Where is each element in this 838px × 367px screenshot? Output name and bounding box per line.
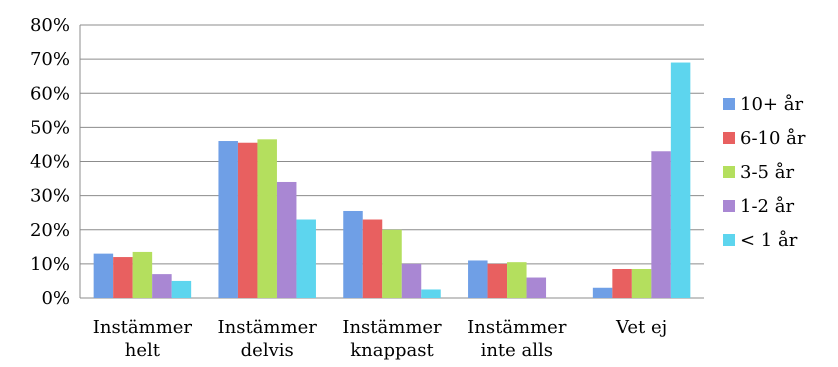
legend-swatch xyxy=(723,200,735,212)
x-category-label: helt xyxy=(125,340,161,361)
gridlines xyxy=(79,24,704,299)
legend-swatch xyxy=(723,98,735,110)
legend: 10+ år 6-10 år 3-5 år 1-2 år < 1 år xyxy=(723,93,806,251)
bar xyxy=(421,289,441,298)
y-tick-label: 80% xyxy=(30,15,70,36)
x-category-label: Instämmer xyxy=(93,317,193,338)
bar xyxy=(592,287,613,298)
legend-swatch xyxy=(723,234,735,246)
y-axis-tick-labels: 0% 10% 20% 30% 40% 50% 60% 70% 80% xyxy=(30,15,70,309)
legend-label: 10+ år xyxy=(740,93,803,115)
x-category-label: knappast xyxy=(350,340,434,361)
bar xyxy=(171,280,192,298)
bar xyxy=(362,219,383,298)
bar xyxy=(382,229,402,298)
bar xyxy=(113,257,133,298)
legend-label: 1-2 år xyxy=(740,195,794,217)
bar xyxy=(507,262,527,298)
x-category-label: Vet ej xyxy=(615,317,667,338)
bar xyxy=(651,151,671,298)
x-category-label: delvis xyxy=(241,340,294,361)
y-tick-label: 50% xyxy=(30,117,70,138)
bar xyxy=(237,142,258,298)
y-tick-label: 70% xyxy=(30,49,70,70)
x-category-label: inte alls xyxy=(481,340,553,361)
y-tick-label: 0% xyxy=(41,288,70,309)
y-tick-label: 30% xyxy=(30,186,70,207)
bar xyxy=(93,253,114,298)
bar xyxy=(468,260,488,298)
y-tick-label: 20% xyxy=(30,220,70,241)
x-category-label: Instämmer xyxy=(467,317,567,338)
x-axis-category-labels: InstämmerheltInstämmerdelvisInstämmerkna… xyxy=(93,317,667,361)
x-category-label: Instämmer xyxy=(218,317,318,338)
bar xyxy=(487,263,508,298)
legend-swatch xyxy=(723,166,735,178)
bar xyxy=(296,219,316,298)
legend-label: 6-10 år xyxy=(740,127,806,149)
bar xyxy=(526,277,547,298)
y-tick-label: 10% xyxy=(30,254,70,275)
bar xyxy=(631,268,652,298)
x-category-label: Instämmer xyxy=(342,317,442,338)
bar xyxy=(276,181,297,298)
y-tick-label: 40% xyxy=(30,152,70,173)
bar xyxy=(670,62,691,298)
bar xyxy=(401,263,422,298)
bar xyxy=(132,251,153,298)
legend-swatch xyxy=(723,132,735,144)
bar xyxy=(257,139,277,298)
bar xyxy=(343,210,363,298)
legend-label: < 1 år xyxy=(740,229,798,251)
bar xyxy=(218,141,238,298)
bars xyxy=(93,62,691,298)
bar xyxy=(612,268,632,298)
y-tick-label: 60% xyxy=(30,83,70,104)
legend-label: 3-5 år xyxy=(740,161,794,183)
bar xyxy=(152,274,172,298)
